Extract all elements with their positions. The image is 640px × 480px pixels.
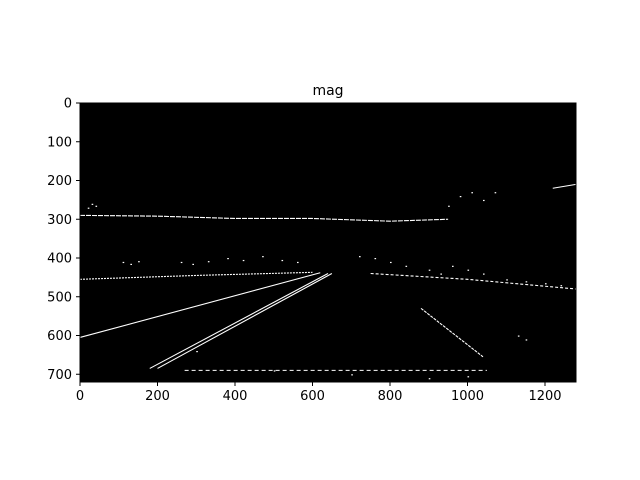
edge-speckle [262,256,264,258]
edge-speckle [525,339,528,341]
edge-speckle [405,265,408,267]
plot-frame [79,102,577,383]
edge-right-lane-dashes [420,307,484,358]
y-tick-label: 0 [64,97,72,112]
edge-speckle [390,261,392,264]
edge-speckle [196,351,198,353]
edge-speckle [545,283,547,285]
x-tick-label: 400 [223,389,248,404]
edge-speckle [297,261,299,264]
edge-speckle [122,261,125,264]
edge-speckle [506,279,508,281]
image-background [80,103,576,382]
y-tick-label: 500 [47,290,72,305]
edge-speckle [560,285,563,287]
edge-speckle [192,263,194,266]
y-tick-label: 300 [47,213,72,228]
edge-horizon-lower-left [79,271,313,280]
edge-speckle [448,205,450,207]
x-tick-label: 1000 [451,389,484,404]
edge-speckle [374,258,377,260]
x-tick-label: 600 [300,389,325,404]
edge-speckle [242,259,245,262]
x-tick-label: 200 [145,389,170,404]
edge-speckle [459,196,462,198]
edge-speckle [207,261,210,263]
edge-speckle [87,207,90,209]
edge-speckle [227,258,229,260]
edge-speckle [483,273,485,275]
edge-tree-top-right [552,183,577,189]
edge-left-lane-outer [149,273,329,369]
edge-layer [79,183,577,380]
x-tick-label: 0 [76,389,84,404]
edge-speckle [494,192,497,194]
edge-speckle [138,261,140,263]
x-tick-label: 1200 [528,389,561,404]
edge-horizon-upper [79,214,449,222]
edge-speckle [91,203,94,205]
edge-left-lane-inner [157,273,333,369]
edge-speckle [428,378,431,380]
chart-title: mag [312,83,343,99]
edge-speckle [95,205,98,207]
edge-speckle [273,370,276,372]
edge-speckle [452,265,454,267]
y-tick-label: 200 [47,174,72,189]
y-tick-label: 400 [47,252,72,267]
y-axis: 0 100 200 300 400 500 600 700 [47,97,80,383]
edge-speckle [428,269,431,271]
edge-speckle [483,199,485,202]
edge-left-road-edge [79,272,321,338]
edge-speckle [281,259,284,262]
x-tick-label: 800 [378,389,403,404]
edge-speckle [130,263,132,266]
edge-speckle [351,374,353,376]
y-tick-label: 100 [47,135,72,150]
y-tick-label: 700 [47,368,72,383]
plot-area [79,102,577,383]
edge-speckle [359,256,361,258]
edge-speckle [467,269,470,271]
x-axis: 0 200 400 600 800 1000 1200 [76,382,562,404]
edge-speckle [180,261,183,264]
edge-speckle [467,376,470,378]
edge-speckle [440,273,442,275]
edge-speckle [517,335,520,337]
edge-speckle [525,281,528,283]
edge-horizon-lower-right [370,272,577,290]
y-tick-label: 600 [47,329,72,344]
edge-speckle [471,192,473,194]
